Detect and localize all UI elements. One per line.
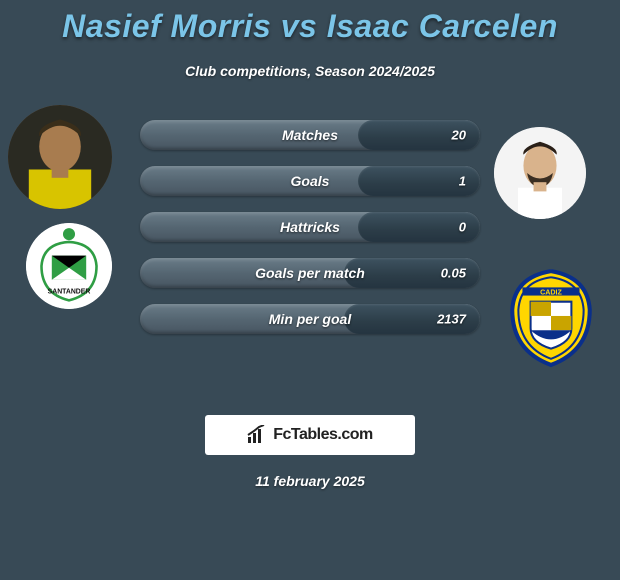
page-title: Nasief Morris vs Isaac Carcelen xyxy=(0,8,620,45)
comparison-card: Nasief Morris vs Isaac Carcelen Club com… xyxy=(0,0,620,489)
stat-label: Goals xyxy=(140,173,480,189)
stat-label: Goals per match xyxy=(140,265,480,281)
player-left-avatar xyxy=(8,105,112,209)
svg-text:SANTANDER: SANTANDER xyxy=(48,289,91,296)
svg-text:CADIZ: CADIZ xyxy=(540,289,562,297)
stat-value: 20 xyxy=(452,128,466,143)
content-area: SANTANDER CADIZ Matches 20 xyxy=(0,115,620,375)
date-text: 11 february 2025 xyxy=(0,473,620,489)
stat-bar: Hattricks 0 xyxy=(140,212,480,242)
club-right-badge: CADIZ xyxy=(500,267,602,369)
stat-bars: Matches 20 Goals 1 Hattricks 0 Goals per… xyxy=(140,120,480,350)
stat-value: 0.05 xyxy=(441,266,466,281)
subtitle: Club competitions, Season 2024/2025 xyxy=(0,63,620,79)
brand-badge: FcTables.com xyxy=(205,415,415,455)
club-left-badge: SANTANDER xyxy=(26,223,112,309)
stat-label: Hattricks xyxy=(140,219,480,235)
brand-chart-icon xyxy=(247,425,269,445)
stat-label: Min per goal xyxy=(140,311,480,327)
stat-value: 0 xyxy=(459,220,466,235)
stat-value: 1 xyxy=(459,174,466,189)
stat-value: 2137 xyxy=(437,312,466,327)
stat-label: Matches xyxy=(140,127,480,143)
stat-bar: Goals per match 0.05 xyxy=(140,258,480,288)
brand-text: FcTables.com xyxy=(273,426,373,444)
stat-bar: Matches 20 xyxy=(140,120,480,150)
stat-bar: Min per goal 2137 xyxy=(140,304,480,334)
stat-bar: Goals 1 xyxy=(140,166,480,196)
player-right-avatar xyxy=(494,127,586,219)
